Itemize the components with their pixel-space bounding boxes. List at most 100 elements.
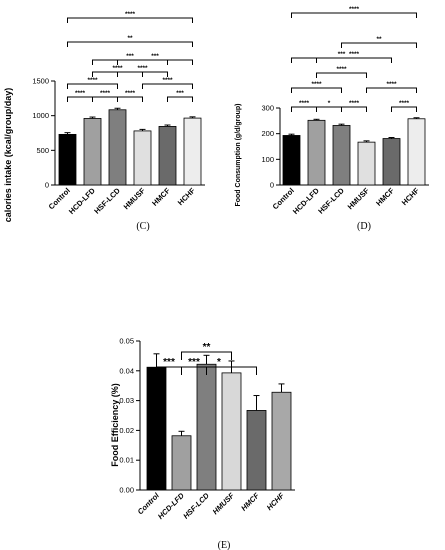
significance-bracket — [291, 12, 417, 18]
category-label: HCHF — [400, 186, 421, 207]
y-tick-label: 0 — [270, 181, 274, 190]
significance-label: **** — [386, 81, 397, 88]
significance-label: **** — [162, 77, 173, 84]
category-label: HMCF — [374, 186, 396, 208]
panel-e-ylabel: Food Efficiency (%) — [110, 383, 120, 467]
y-tick-label: 1500 — [32, 77, 49, 86]
y-tick-label: 0.01 — [119, 456, 134, 465]
significance-bracket — [316, 57, 392, 63]
significance-bracket — [316, 72, 367, 78]
significance-bracket — [117, 59, 193, 65]
y-tick-label: 0.02 — [119, 426, 134, 435]
category-label: HCD-LFD — [291, 186, 321, 216]
panel-c-label: (C) — [136, 221, 149, 232]
significance-bracket — [67, 96, 93, 102]
significance-label: **** — [125, 11, 136, 18]
significance-bracket — [366, 87, 417, 93]
significance-label: ** — [127, 35, 133, 42]
significance-bracket — [341, 42, 417, 48]
significance-bracket — [117, 71, 168, 77]
bar-hmcf — [158, 126, 177, 186]
significance-bracket — [142, 83, 193, 89]
y-tick-label: 0 — [45, 181, 49, 190]
significance-bracket — [167, 96, 193, 102]
significance-bracket — [316, 106, 342, 112]
category-label: HMUSF — [211, 491, 237, 517]
bar-hchf — [271, 391, 292, 491]
significance-label: **** — [112, 65, 123, 72]
y-tick-label: 0.05 — [119, 337, 134, 346]
significance-bracket — [92, 59, 168, 65]
significance-label: **** — [336, 66, 347, 73]
significance-bracket — [67, 41, 193, 47]
bar-hmcf — [382, 138, 401, 186]
significance-label: **** — [75, 90, 86, 97]
significance-bracket — [341, 106, 367, 112]
significance-bracket — [67, 83, 118, 89]
panel-e-label: (E) — [218, 540, 231, 550]
panel-c-ylabel: calories intake (kcal/group/day) — [3, 88, 13, 223]
y-tick-label: 0.00 — [119, 486, 134, 495]
panel-d-label: (D) — [357, 221, 371, 232]
y-tick-label: 500 — [36, 146, 49, 155]
bar-hsf-lcd — [332, 125, 351, 186]
significance-label: *** — [338, 51, 346, 58]
significance-bracket — [291, 87, 342, 93]
category-label: HCD-LFD — [67, 186, 97, 216]
significance-bracket — [391, 106, 417, 112]
significance-label: **** — [299, 100, 310, 107]
category-label: HSF-LCD — [92, 186, 122, 216]
significance-label: **** — [349, 51, 360, 58]
bar-hcd-lfd — [307, 119, 326, 186]
significance-bracket — [291, 106, 317, 112]
significance-bracket — [67, 17, 193, 23]
significance-label: * — [217, 357, 221, 368]
bar-hchf — [407, 118, 426, 186]
significance-label: **** — [349, 6, 360, 13]
category-label: HMCF — [150, 186, 172, 208]
category-label: HMUSF — [122, 186, 148, 212]
y-tick-label: 200 — [261, 129, 274, 138]
significance-label: ** — [376, 36, 382, 43]
significance-bracket — [92, 96, 118, 102]
significance-label: *** — [151, 53, 159, 60]
significance-label: ** — [203, 342, 211, 353]
significance-label: **** — [349, 100, 360, 107]
bar-control — [146, 366, 167, 491]
bar-hchf — [183, 117, 202, 186]
y-tick-label: 0.04 — [119, 366, 134, 375]
y-tick-label: 0.03 — [119, 396, 134, 405]
chart-panel-d: Food Consumption (g/d/group) (D) 0 100 200… — [235, 6, 429, 232]
category-label: HSF-LCD — [316, 186, 346, 216]
bar-hsf-lcd — [108, 109, 127, 186]
category-label: HCD-LFD — [156, 491, 186, 521]
significance-label: *** — [188, 357, 200, 368]
bar-hmusf — [133, 130, 152, 186]
bar-control — [282, 135, 301, 186]
y-tick-label: 100 — [261, 155, 274, 164]
significance-label: *** — [163, 357, 175, 368]
category-label: HMUSF — [346, 186, 372, 212]
significance-label: **** — [87, 77, 98, 84]
chart-panel-c: calories intake (kcal/group/day) (C) 0 50… — [3, 11, 205, 232]
bar-hmcf — [246, 410, 267, 491]
significance-label: **** — [100, 90, 111, 97]
significance-bracket — [181, 366, 257, 375]
bar-hcd-lfd — [83, 118, 102, 186]
category-label: HCHF — [265, 491, 286, 512]
significance-label: **** — [399, 100, 410, 107]
category-label: HMCF — [239, 491, 261, 513]
significance-label: *** — [126, 53, 134, 60]
bar-hcd-lfd — [171, 435, 192, 491]
significance-bracket — [181, 351, 232, 360]
significance-label: * — [328, 100, 331, 107]
bar-hmusf — [221, 372, 242, 491]
significance-bracket — [291, 57, 392, 63]
chart-panel-e: Food Efficiency (%) (E) 0.00 0.01 0.02 0.03… — [110, 337, 295, 550]
significance-label: *** — [176, 90, 184, 97]
category-label: HSF-LCD — [181, 491, 211, 521]
bar-control — [58, 133, 77, 186]
significance-label: **** — [125, 90, 136, 97]
y-tick-label: 300 — [261, 104, 274, 113]
